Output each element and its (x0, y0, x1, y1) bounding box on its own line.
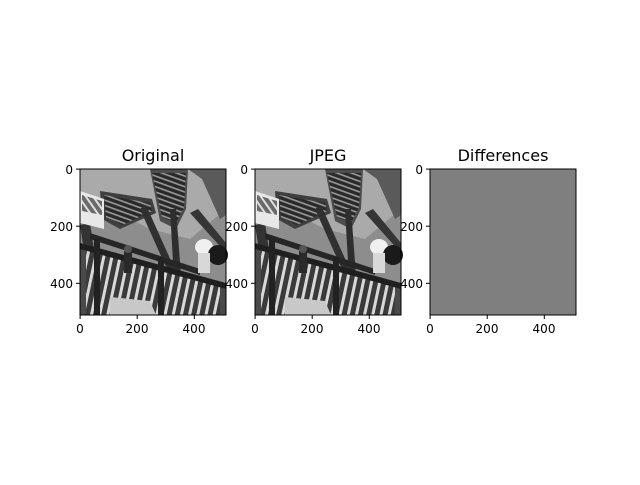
panel-title-original: Original (122, 146, 185, 165)
xtick-label: 200 (301, 322, 324, 336)
ytick-label: 400 (225, 277, 248, 291)
panel-title-jpeg: JPEG (309, 146, 347, 165)
ytick-label: 200 (50, 220, 73, 234)
ytick-label: 400 (50, 277, 73, 291)
xtick-label: 200 (126, 322, 149, 336)
ytick-label: 400 (400, 277, 423, 291)
xtick-label: 400 (358, 322, 381, 336)
x-axis-original: 0 200 400 (76, 315, 205, 336)
xtick-label: 400 (533, 322, 556, 336)
ytick-label: 0 (415, 163, 423, 177)
xtick-label: 400 (183, 322, 206, 336)
xtick-label: 0 (426, 322, 434, 336)
y-axis-jpeg: 0 200 400 (225, 163, 255, 291)
ytick-label: 0 (240, 163, 248, 177)
image-jpeg (255, 169, 403, 315)
panel-original: Original 0 200 400 0 200 400 (50, 146, 228, 336)
x-axis-jpeg: 0 200 400 (251, 315, 380, 336)
x-axis-differences: 0 200 400 (426, 315, 555, 336)
xtick-label: 0 (76, 322, 84, 336)
xtick-label: 200 (476, 322, 499, 336)
y-axis-original: 0 200 400 (50, 163, 80, 291)
ytick-label: 200 (400, 220, 423, 234)
panel-title-differences: Differences (458, 146, 549, 165)
image-differences (430, 169, 576, 315)
ytick-label: 0 (65, 163, 73, 177)
xtick-label: 0 (251, 322, 259, 336)
y-axis-differences: 0 200 400 (400, 163, 430, 291)
panel-jpeg: JPEG 0 200 400 0 200 400 (225, 146, 403, 336)
image-original (80, 169, 228, 315)
ytick-label: 200 (225, 220, 248, 234)
panel-differences: Differences 0 200 400 0 200 400 (400, 146, 576, 336)
